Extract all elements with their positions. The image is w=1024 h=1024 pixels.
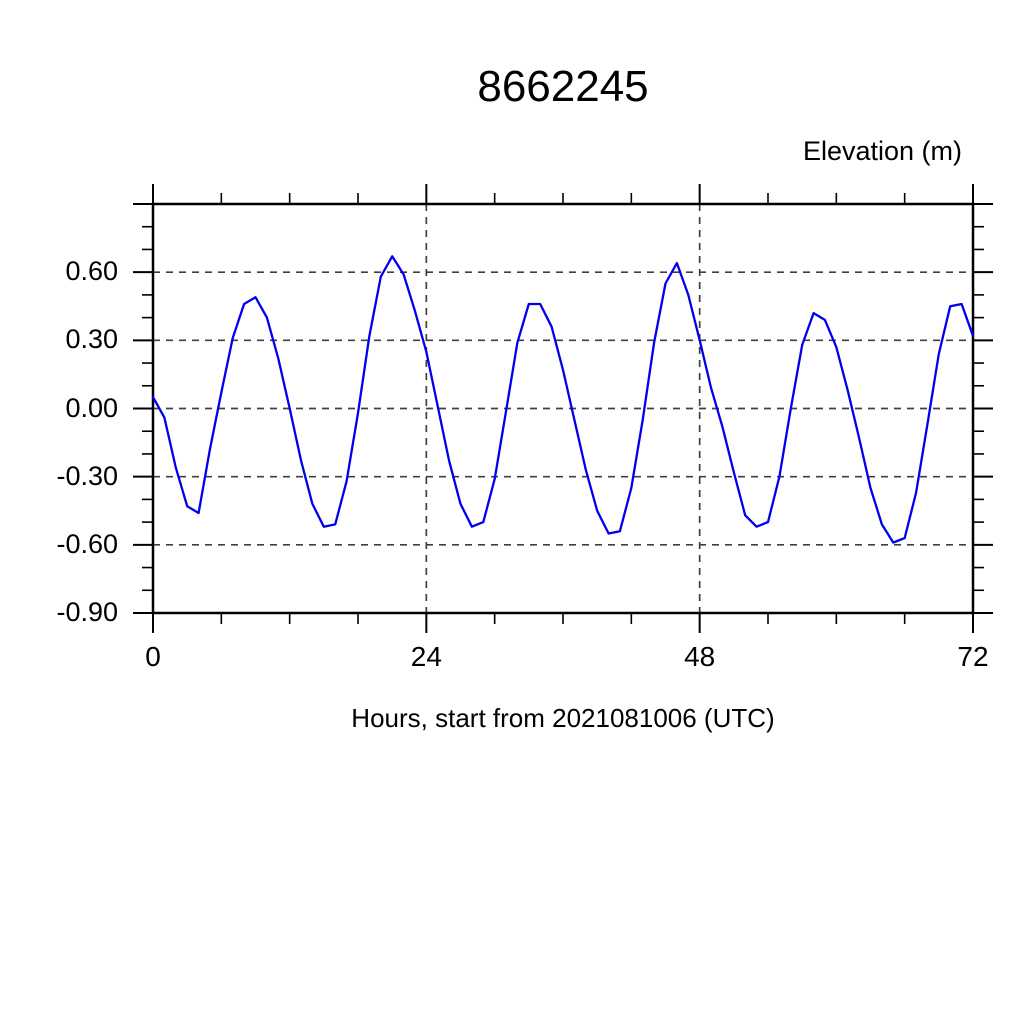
y-axis-title: Elevation (m) — [802, 136, 962, 166]
x-tick-label: 72 — [957, 641, 989, 672]
tick-marks — [133, 184, 993, 633]
gridlines — [153, 204, 973, 613]
y-tick-label: 0.30 — [65, 324, 118, 355]
x-tick-label: 24 — [410, 641, 442, 672]
x-axis-title: Hours, start from 2021081006 (UTC) — [351, 703, 775, 733]
y-tick-label: -0.30 — [56, 460, 118, 491]
y-tick-label: 0.00 — [65, 392, 118, 423]
elevation-line — [151, 255, 975, 544]
x-tick-label: 48 — [684, 641, 716, 672]
x-tick-label: 0 — [145, 641, 161, 672]
y-tick-label: -0.60 — [56, 528, 118, 559]
chart-title: 8662245 — [477, 62, 649, 111]
y-tick-label: -0.90 — [56, 597, 118, 627]
y-tick-label: 0.60 — [65, 256, 118, 287]
